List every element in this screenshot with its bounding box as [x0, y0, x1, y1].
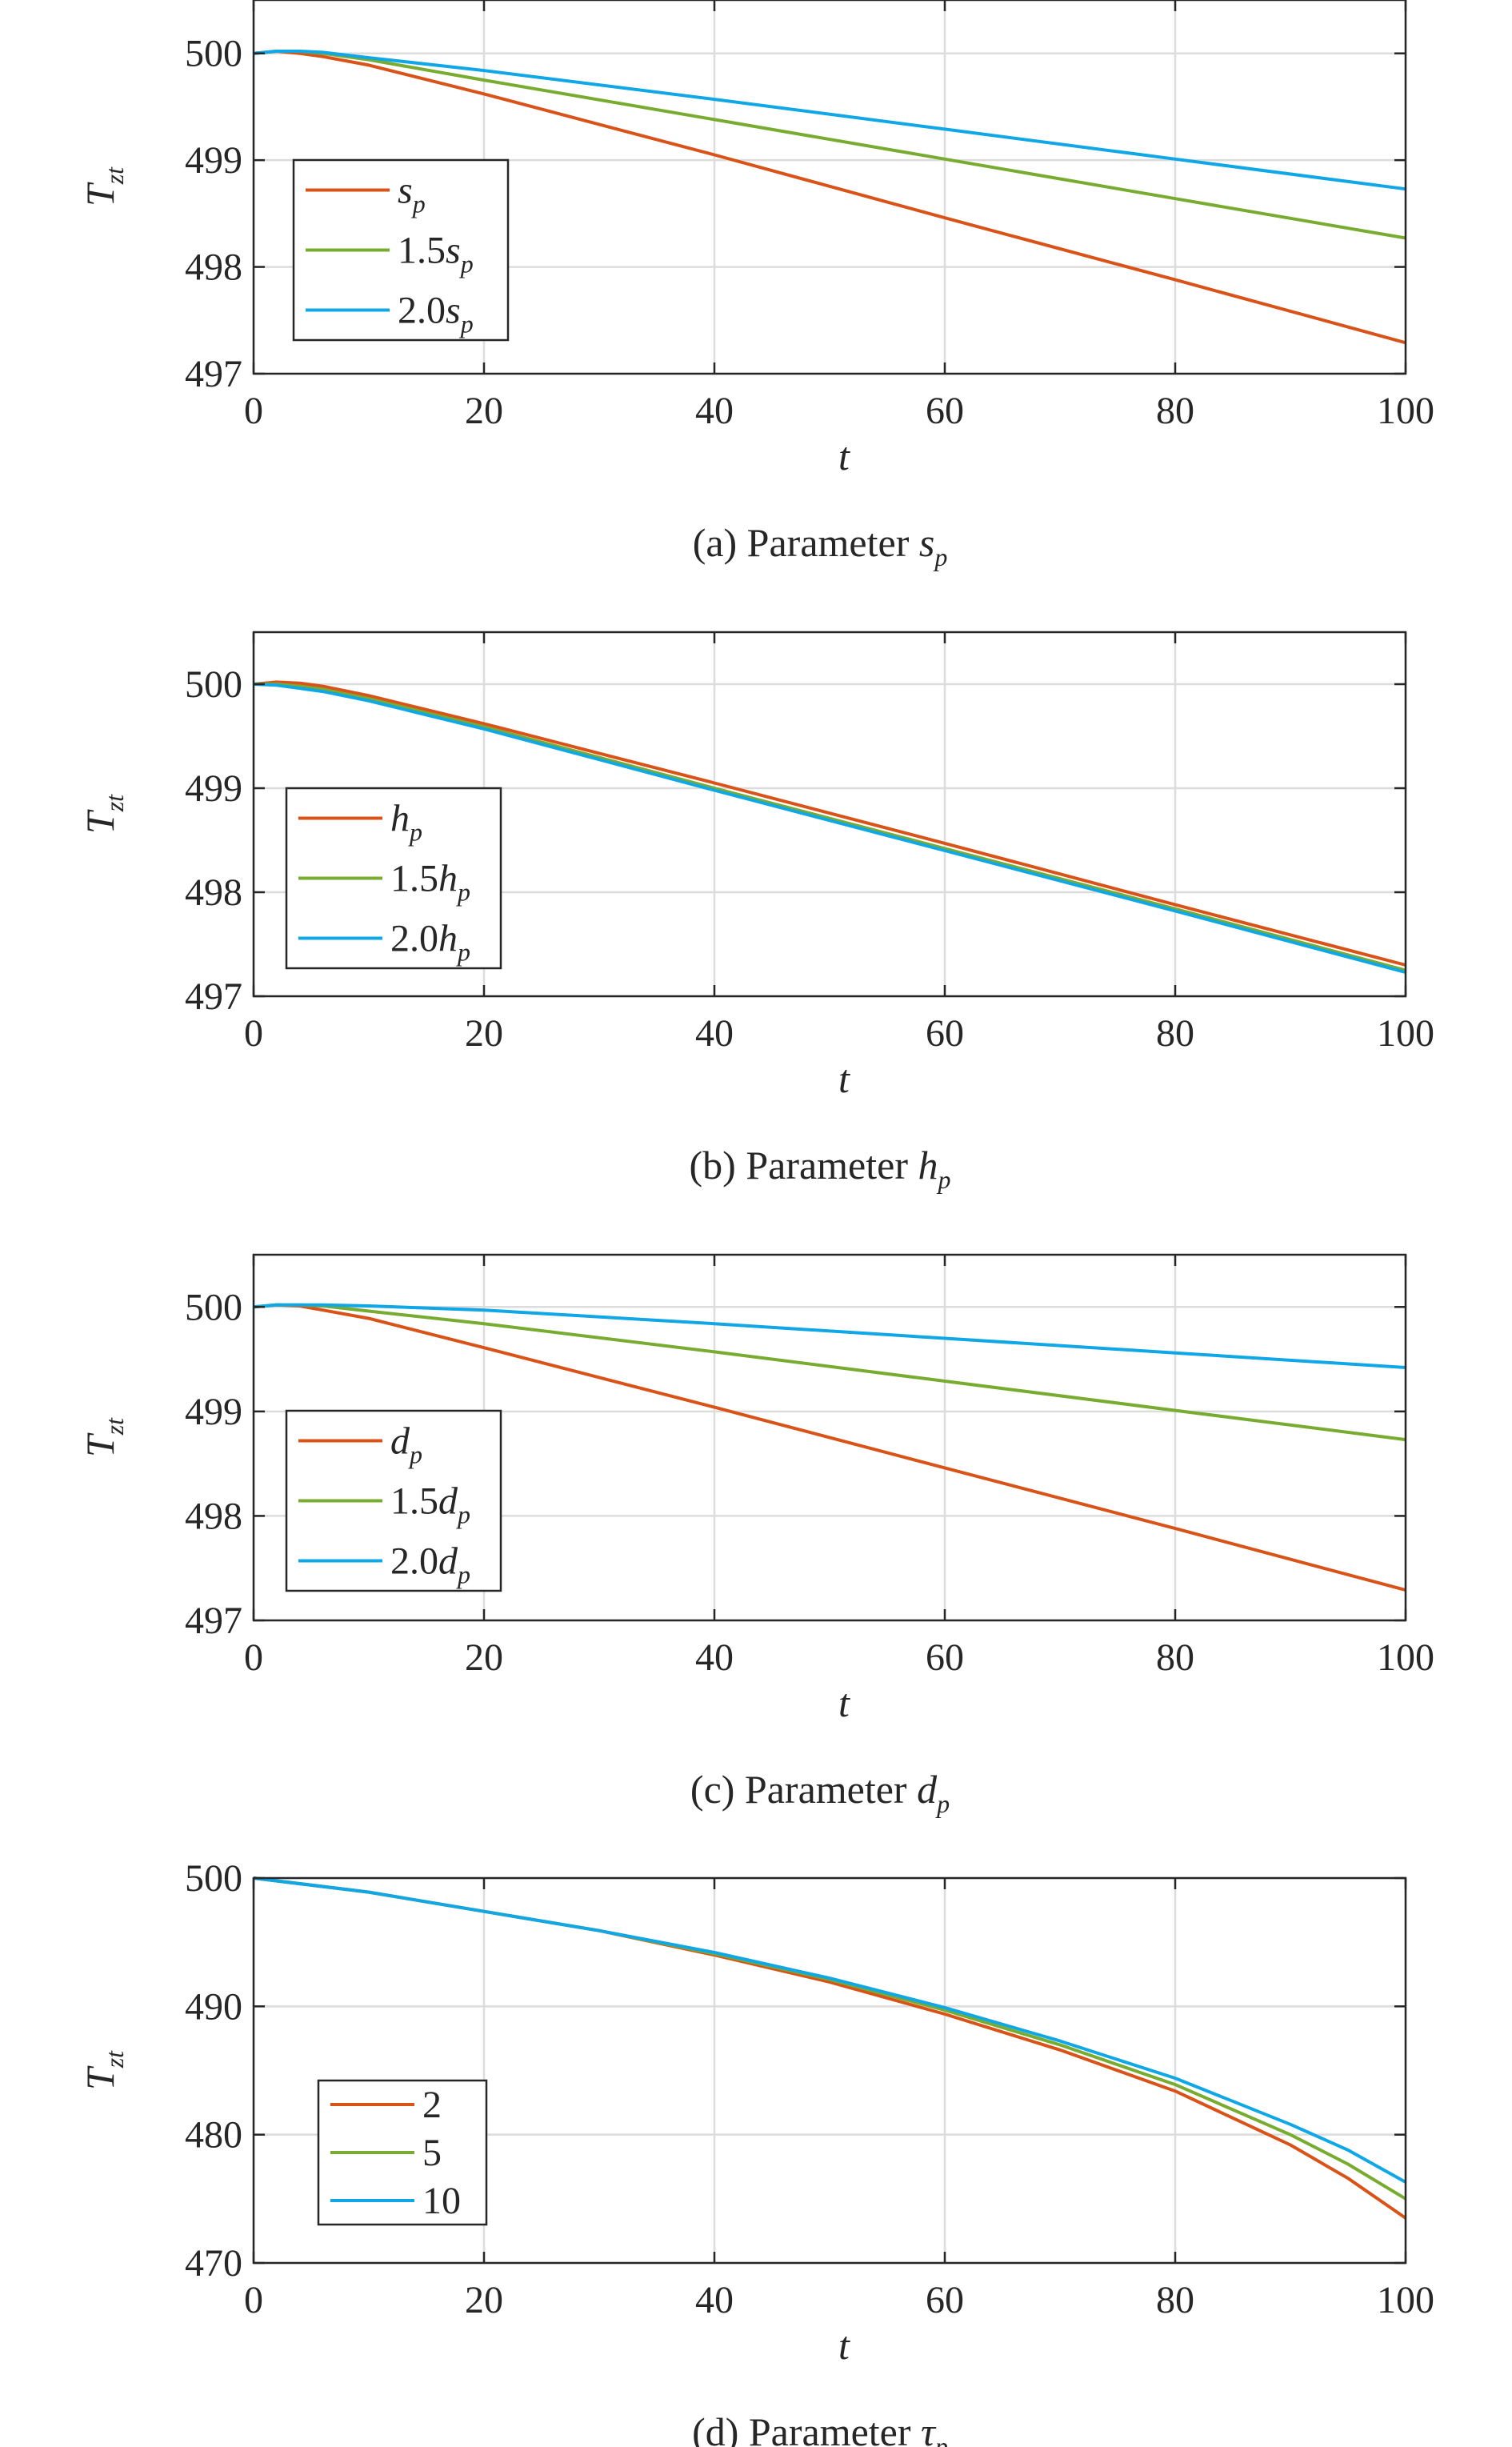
legend-entry: 2.0sp [398, 290, 474, 338]
y-tick-label: 490 [185, 1985, 242, 2028]
y-tick-label: 499 [185, 767, 242, 810]
legend-entry: 10 [422, 2180, 461, 2222]
x-tick-label: 100 [1377, 1012, 1434, 1055]
x-axis-label: t [838, 2323, 850, 2368]
x-tick-label: 60 [926, 1012, 964, 1055]
x-tick-label: 20 [465, 2279, 503, 2321]
chart-panel-a: 0 20 40 60 80 100 497 498 499 500 t Tzt sp 1.5sp 2.0sp… [78, 0, 1434, 571]
y-tick-label: 499 [185, 1391, 242, 1433]
axes-box [252, 631, 1407, 998]
x-tick-label: 100 [1377, 390, 1434, 432]
axes-box [252, 1876, 1407, 2265]
chart-panel-c: 0 20 40 60 80 100 497 498 499 500 t Tzt dp 1.5dp 2.0dp… [78, 1253, 1434, 1818]
x-tick-label: 40 [695, 1636, 734, 1679]
y-axis-label: Tzt [78, 1417, 129, 1457]
y-tick-label: 498 [185, 246, 242, 289]
legend-entry: sp [398, 170, 426, 218]
y-tick-label: 497 [185, 353, 242, 395]
legend-entry: 2.0hp [390, 918, 470, 967]
x-tick-label: 80 [1156, 1012, 1194, 1055]
x-tick-label: 0 [244, 390, 263, 432]
x-tick-label: 80 [1156, 1636, 1194, 1679]
x-tick-label: 60 [926, 2279, 964, 2321]
x-tick-label: 40 [695, 2279, 734, 2321]
series-line [253, 1303, 1406, 1369]
y-axis-label: Tzt [78, 2050, 129, 2090]
y-tick-label: 500 [185, 663, 242, 706]
x-tick-label: 100 [1377, 2279, 1434, 2321]
x-tick-label: 20 [465, 1636, 503, 1679]
x-tick-label: 60 [926, 1636, 964, 1679]
axes-box [252, 1253, 1407, 1622]
series-line [253, 50, 1406, 191]
axes-box [252, 0, 1407, 375]
legend-entry: hp [390, 798, 422, 847]
y-tick-label: 500 [185, 1857, 242, 1900]
x-tick-label: 60 [926, 390, 964, 432]
x-tick-label: 0 [244, 1012, 263, 1055]
y-tick-label: 499 [185, 139, 242, 182]
x-axis-label: t [838, 434, 850, 479]
y-axis-label: Tzt [78, 166, 129, 206]
x-tick-label: 40 [695, 390, 734, 432]
y-axis-label: Tzt [78, 794, 129, 834]
chart-panel-b: 0 20 40 60 80 100 497 498 499 500 t Tzt hp 1.5hp 2.0hp… [78, 631, 1434, 1194]
x-tick-label: 0 [244, 1636, 263, 1679]
y-tick-label: 500 [185, 1286, 242, 1328]
panel-caption: (a) Parameter sp [693, 520, 948, 571]
y-tick-label: 497 [185, 1600, 242, 1642]
y-tick-label: 498 [185, 871, 242, 914]
x-tick-label: 80 [1156, 390, 1194, 432]
legend-entry: 1.5sp [398, 230, 474, 278]
y-tick-label: 497 [185, 975, 242, 1018]
series-line [253, 683, 1406, 975]
x-tick-label: 0 [244, 2279, 263, 2321]
x-axis-label: t [838, 1680, 850, 1725]
panel-caption: (c) Parameter dp [690, 1767, 950, 1818]
y-tick-label: 498 [185, 1495, 242, 1537]
x-axis-label: t [838, 1056, 850, 1101]
chart-panel-d: 0 20 40 60 80 100 470 480 490 500 t Tzt 2 5 10 (d) Para… [78, 1857, 1434, 2447]
legend-entry: 1.5dp [390, 1480, 470, 1529]
panel-caption: (b) Parameter hp [690, 1143, 951, 1194]
y-tick-label: 500 [185, 33, 242, 75]
y-tick-label: 470 [185, 2242, 242, 2285]
x-tick-label: 20 [465, 1012, 503, 1055]
legend-entry: 2 [422, 2084, 442, 2126]
x-tick-label: 20 [465, 390, 503, 432]
series-line [253, 1876, 1406, 2184]
x-tick-label: 40 [695, 1012, 734, 1055]
x-tick-label: 100 [1377, 1636, 1434, 1679]
legend-entry: dp [390, 1420, 422, 1469]
legend-entry: 5 [422, 2132, 442, 2174]
y-tick-label: 480 [185, 2114, 242, 2157]
series-line [253, 680, 1406, 967]
legend-entry: 2.0dp [390, 1540, 470, 1589]
x-tick-label: 80 [1156, 2279, 1194, 2321]
panel-caption: (d) Parameter τp [692, 2409, 948, 2447]
legend-entry: 1.5hp [390, 858, 470, 907]
